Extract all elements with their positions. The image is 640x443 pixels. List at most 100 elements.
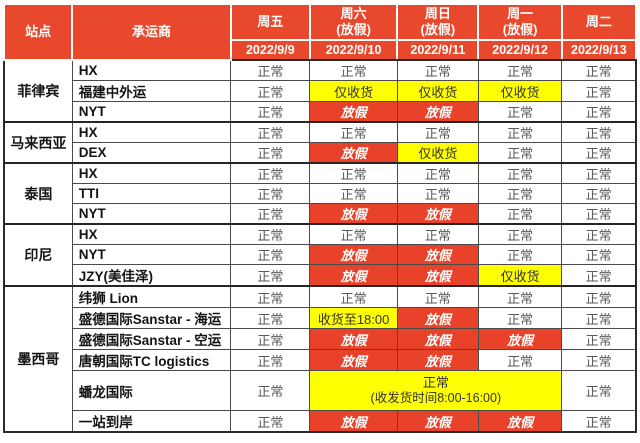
table-row: TTI 正常 正常 正常 正常 正常 xyxy=(4,183,637,204)
header-day-sun: 周日 (放假) xyxy=(396,3,480,41)
status-cell: 正常 xyxy=(396,183,479,204)
header-row-days: 站点 承运商 周五 周六 (放假) 周日 (放假) 周一 (放假) 周二 xyxy=(2,3,638,61)
status-cell: 正常 xyxy=(477,142,563,164)
header-date: 2022/9/10 xyxy=(308,39,399,61)
header-carrier-label: 承运商 xyxy=(71,3,232,61)
status-cell: 收货至18:00 xyxy=(309,307,398,329)
status-cell: 正常 xyxy=(561,307,637,329)
header-date: 2022/9/11 xyxy=(396,39,480,61)
status-cell: 正常 xyxy=(230,264,311,287)
day-name: 周日 xyxy=(424,6,451,22)
status-cell: 放假 xyxy=(309,244,398,265)
day-name: 周二 xyxy=(585,14,612,30)
status-cell: 正常 xyxy=(230,142,311,164)
table-row: 印尼 HX 正常 正常 正常 正常 正常 xyxy=(3,223,637,287)
carrier-cell: 蟠龙国际 xyxy=(71,370,232,411)
status-cell: 正常 xyxy=(561,244,637,265)
status-cell: 正常 xyxy=(561,101,637,123)
header-site-label: 站点 xyxy=(2,3,74,61)
status-cell: 仅收货 xyxy=(309,80,398,102)
carrier-cell: HX xyxy=(71,223,232,245)
status-cell: 正常 xyxy=(230,183,311,204)
status-cell: 放假 xyxy=(309,142,398,164)
header-day-sat: 周六 (放假) xyxy=(308,3,399,41)
status-cell: 正常 xyxy=(561,223,637,245)
status-cell: 放假 xyxy=(309,203,398,225)
status-cell: 正常 xyxy=(396,223,479,245)
status-cell: 正常 xyxy=(230,162,311,184)
status-cell: 正常 xyxy=(477,203,563,225)
status-cell: 正常 xyxy=(477,162,563,184)
table-row: 福建中外运 正常 仅收货 仅收货 仅收货 正常 xyxy=(4,80,637,102)
merged-status-line2: (收发货时间8:00-16:00) xyxy=(370,391,502,406)
status-cell: 正常 xyxy=(309,285,398,308)
status-cell: 仅收货 xyxy=(477,80,563,102)
status-cell: 正常 xyxy=(230,203,311,225)
status-cell: 正常 xyxy=(561,121,637,143)
status-cell: 正常 xyxy=(230,285,311,308)
header-day-fri: 周五 xyxy=(229,3,311,41)
table-row: 马来西亚 HX 正常 正常 正常 正常 正常 xyxy=(3,121,637,164)
status-cell: 正常 xyxy=(309,162,398,184)
status-cell: 正常 xyxy=(230,80,311,102)
carrier-cell: DEX xyxy=(71,142,232,164)
table-row: 墨西哥 纬狮 Lion 正常 正常 正常 正常 正常 xyxy=(3,285,637,433)
status-cell: 正常 xyxy=(561,370,637,411)
site-cell: 泰国 xyxy=(3,162,73,225)
status-cell: 正常 xyxy=(477,121,563,143)
day-note: (放假) xyxy=(502,22,538,37)
status-cell: 仅收货 xyxy=(396,80,479,102)
status-cell: 正常 xyxy=(477,349,563,371)
status-cell: 放假 xyxy=(396,410,479,433)
table-row: NYT 正常 放假 放假 正常 正常 xyxy=(4,203,637,225)
status-cell: 正常 xyxy=(396,285,479,308)
status-cell: 正常 xyxy=(561,349,637,371)
table-row: NYT 正常 放假 放假 正常 正常 xyxy=(4,101,637,123)
status-cell-merged: 正常 (收发货时间8:00-16:00) xyxy=(309,370,563,411)
status-cell: 正常 xyxy=(309,59,398,81)
status-cell: 正常 xyxy=(230,101,311,123)
status-cell: 正常 xyxy=(230,328,311,350)
status-cell: 放假 xyxy=(396,328,479,350)
carrier-cell: 唐朝国际TC logistics xyxy=(71,349,232,371)
status-cell: 放假 xyxy=(396,264,479,287)
day-note: (放假) xyxy=(336,22,371,37)
day-name: 周一 xyxy=(507,6,534,22)
status-cell: 正常 xyxy=(561,203,637,225)
status-cell: 放假 xyxy=(309,264,398,287)
header-date: 2022/9/9 xyxy=(229,39,311,61)
status-cell: 放假 xyxy=(309,349,398,371)
header-day-tue: 周二 xyxy=(560,3,638,41)
status-cell: 放假 xyxy=(309,328,398,350)
status-cell: 正常 xyxy=(309,183,398,204)
site-cell: 墨西哥 xyxy=(3,285,73,433)
status-cell: 正常 xyxy=(561,264,637,287)
status-cell: 正常 xyxy=(396,59,479,81)
table-row: 泰国 HX 正常 正常 正常 正常 正常 xyxy=(3,162,637,225)
carrier-cell: HX xyxy=(71,59,232,81)
table-row: JZY(美佳泽) 正常 放假 放假 仅收货 正常 xyxy=(4,264,637,287)
day-note: (放假) xyxy=(420,22,456,37)
table-row: 蟠龙国际 正常 正常 (收发货时间8:00-16:00) 正常 xyxy=(4,370,637,411)
status-cell: 正常 xyxy=(477,285,563,308)
status-cell: 正常 xyxy=(561,285,637,308)
status-cell: 正常 xyxy=(561,59,637,81)
status-cell: 放假 xyxy=(396,349,479,371)
merged-status-line1: 正常 xyxy=(422,375,449,391)
holiday-schedule-table: 站点 承运商 周五 周六 (放假) 周日 (放假) 周一 (放假) 周二 2022/9… xyxy=(2,3,638,433)
carrier-cell: NYT xyxy=(71,101,232,123)
table-row: 盛德国际Sanstar - 空运 正常 放假 放假 放假 正常 xyxy=(4,328,637,350)
status-cell: 正常 xyxy=(309,121,398,143)
site-cell: 菲律宾 xyxy=(3,59,73,123)
table-row: 一站到岸 正常 放假 放假 放假 正常 xyxy=(4,410,637,433)
site-cell: 印尼 xyxy=(3,223,73,287)
carrier-cell: HX xyxy=(71,121,232,143)
carrier-cell: NYT xyxy=(71,244,232,265)
status-cell: 放假 xyxy=(477,410,563,433)
status-cell: 正常 xyxy=(477,59,563,81)
carrier-cell: HX xyxy=(71,162,232,184)
status-cell: 放假 xyxy=(396,244,479,265)
table-row: 唐朝国际TC logistics 正常 放假 放假 正常 正常 xyxy=(4,349,637,371)
status-cell: 放假 xyxy=(477,328,563,350)
